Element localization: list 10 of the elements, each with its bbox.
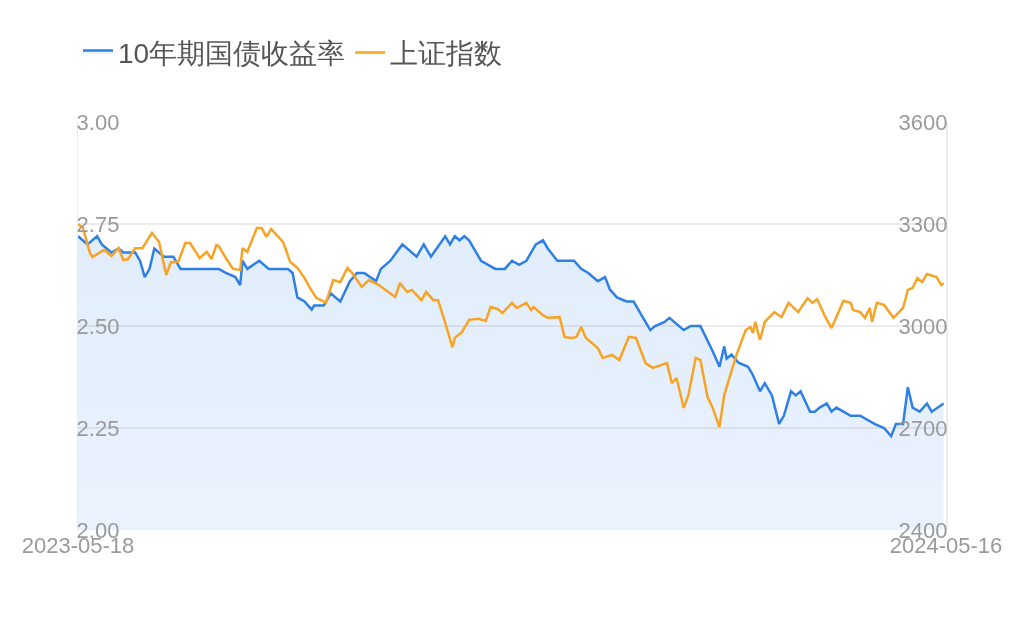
legend-label: 上证指数 xyxy=(390,38,503,70)
y2-tick-label: 3300 xyxy=(898,211,948,237)
legend-label: 10年期国债收益率 xyxy=(118,38,346,70)
y2-tick-label: 3600 xyxy=(898,109,948,135)
y-tick-label: 2.50 xyxy=(76,313,120,339)
y-tick-label: 2.25 xyxy=(76,415,120,441)
y2-tick-label: 2700 xyxy=(898,415,948,441)
y-tick-label: 3.00 xyxy=(76,109,120,135)
y-tick-label: 2.75 xyxy=(76,211,120,237)
y2-tick-label: 3000 xyxy=(898,313,948,339)
